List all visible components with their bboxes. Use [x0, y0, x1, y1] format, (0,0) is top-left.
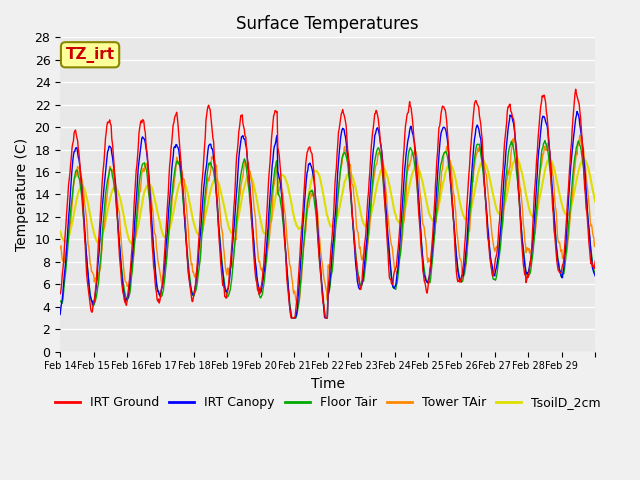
Title: Surface Temperatures: Surface Temperatures	[236, 15, 419, 33]
X-axis label: Time: Time	[310, 377, 345, 391]
Y-axis label: Temperature (C): Temperature (C)	[15, 138, 29, 251]
Legend: IRT Ground, IRT Canopy, Floor Tair, Tower TAir, TsoilD_2cm: IRT Ground, IRT Canopy, Floor Tair, Towe…	[50, 391, 605, 414]
Text: TZ_irt: TZ_irt	[65, 47, 115, 63]
